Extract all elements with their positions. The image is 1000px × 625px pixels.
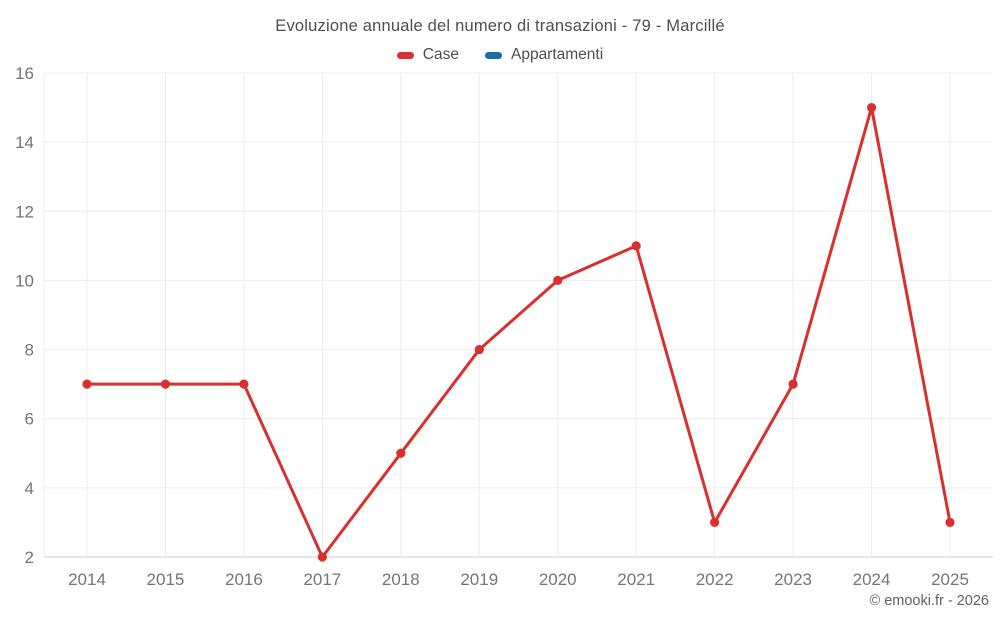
- data-point-case-2024[interactable]: [866, 102, 877, 113]
- y-axis-label: 2: [25, 548, 34, 567]
- x-axis-label: 2015: [147, 570, 185, 589]
- y-axis-label: 16: [15, 64, 34, 83]
- legend-item-appartamenti[interactable]: Appartamenti: [484, 46, 604, 64]
- legend-item-case[interactable]: Case: [396, 46, 459, 64]
- data-point-case-2025[interactable]: [945, 517, 955, 528]
- x-axis-label: 2016: [225, 570, 263, 589]
- legend: Case Appartamenti: [0, 46, 1000, 64]
- data-point-case-2021[interactable]: [631, 241, 641, 251]
- case-swatch-icon: [396, 51, 414, 59]
- data-point-case-2016[interactable]: [239, 379, 249, 389]
- data-point-case-2019[interactable]: [474, 344, 484, 355]
- y-axis-label: 14: [15, 133, 34, 152]
- legend-label-appartamenti: Appartamenti: [510, 46, 604, 63]
- x-axis-label: 2022: [696, 570, 734, 589]
- x-axis-label: 2017: [303, 570, 341, 589]
- chart-title: Evoluzione annuale del numero di transaz…: [275, 17, 725, 35]
- chart-header: Evoluzione annuale del numero di transaz…: [0, 0, 1000, 64]
- series-line-case: [85, 106, 952, 559]
- x-axis-label: 2018: [382, 570, 420, 589]
- y-axis-label: 12: [15, 202, 34, 221]
- data-point-case-2023[interactable]: [788, 379, 798, 389]
- y-axis-label: 6: [25, 410, 34, 429]
- x-axis-label: 2025: [931, 570, 969, 589]
- x-axis-label: 2019: [460, 570, 498, 589]
- data-point-case-2017[interactable]: [317, 552, 327, 562]
- y-axis-label: 8: [25, 341, 34, 360]
- y-axis-label: 4: [25, 479, 34, 498]
- y-axis-label: 10: [15, 271, 34, 290]
- data-point-case-2022[interactable]: [710, 517, 720, 528]
- x-axis-label: 2020: [539, 570, 577, 589]
- data-point-case-2018[interactable]: [396, 448, 406, 458]
- x-axis-label: 2024: [853, 570, 891, 589]
- x-axis-label: 2014: [68, 570, 106, 589]
- data-point-case-2015[interactable]: [160, 379, 171, 389]
- appartamenti-swatch-icon: [484, 51, 502, 59]
- data-point-case-2020[interactable]: [553, 275, 563, 286]
- x-axis-label: 2023: [774, 570, 812, 589]
- copyright: © emooki.fr - 2026: [869, 593, 989, 609]
- x-axis-label: 2021: [617, 570, 655, 589]
- data-point-case-2014[interactable]: [82, 379, 92, 389]
- legend-label-case: Case: [422, 46, 459, 63]
